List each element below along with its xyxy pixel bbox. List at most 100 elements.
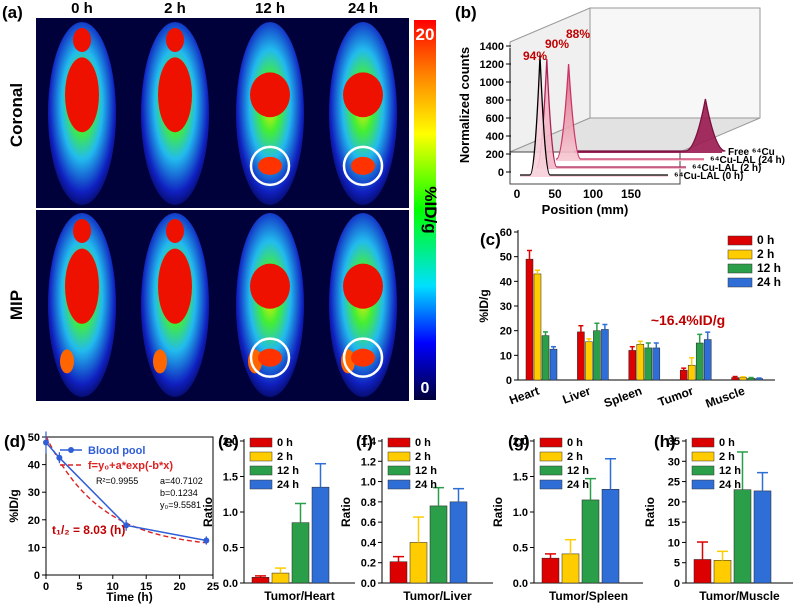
time-label: 24 h xyxy=(348,0,378,17)
xlabel: Tumor/Spleen xyxy=(549,589,628,603)
legend-swatch xyxy=(539,451,563,462)
ytick-label: 50 xyxy=(28,432,40,444)
tumor-circle-marker xyxy=(249,145,291,187)
trace-fill xyxy=(520,55,668,177)
ytick-label: 10 xyxy=(500,350,512,362)
xtick-label: 150 xyxy=(621,187,641,201)
bar xyxy=(541,335,550,381)
ratio-chart-e: (e) 0.0 0.5 1.0 1.5 2.0 Ratio Tumor/Heart 0 h 2 h… xyxy=(201,432,355,603)
bladder-hotspot xyxy=(153,349,167,374)
bar xyxy=(644,347,653,381)
ytick-label: 1200 xyxy=(480,59,504,71)
ytick-label: 2.0 xyxy=(513,436,528,448)
bar xyxy=(577,331,585,381)
xtick-label: 20 xyxy=(173,581,185,593)
legend-swatch xyxy=(727,277,753,288)
bar xyxy=(636,343,645,381)
bar xyxy=(601,489,620,584)
trace-fill xyxy=(536,59,686,169)
fit-b: b=0.1234 xyxy=(160,488,198,498)
colorbar-max: 20 xyxy=(416,25,435,44)
ytick-label: 0.4 xyxy=(361,537,377,549)
ratio-chart-h: (h) 0 5 10 15 20 25 30 35 Ratio Tumor/Muscle 0 h 2 h… xyxy=(643,432,793,603)
ytick-label: 0.0 xyxy=(361,578,376,590)
ytick-label: 800 xyxy=(486,95,504,107)
ytick-label: 1.4 xyxy=(361,436,377,448)
pet-image-grid: 0 h 2 h 12 h 24 h xyxy=(48,0,397,397)
ytick-label: 1.2 xyxy=(361,456,376,468)
ytick-label: 1.0 xyxy=(513,507,528,519)
trace-fill xyxy=(574,99,726,153)
organ-hotspot xyxy=(343,263,383,309)
legend-label: 12 h xyxy=(719,465,741,477)
panel-d-letter: (d) xyxy=(4,432,26,451)
biodistribution-chart: (c) 0 10 20 30 40 50 60 %ID/g Heart Liver Spleen Tum… xyxy=(477,227,781,411)
bar xyxy=(652,347,661,381)
bar xyxy=(747,378,755,381)
ylabel: Normalized counts xyxy=(457,47,472,163)
bar xyxy=(409,542,428,584)
tumor-hotspot xyxy=(258,156,282,175)
ytick-label: 60 xyxy=(500,227,512,239)
ytick-label: 30 xyxy=(28,487,40,499)
chromatogram-trace xyxy=(574,98,726,152)
xlabel: Tumor/Liver xyxy=(403,589,472,603)
row-label-coronal: Coronal xyxy=(7,83,26,147)
ytick-label: 20 xyxy=(28,515,40,527)
xlabel: Tumor/Muscle xyxy=(699,589,780,603)
legend-label: 24 h xyxy=(757,275,781,289)
colorbar-unit: %ID/g xyxy=(421,186,440,233)
data-point xyxy=(123,522,130,529)
xtick-label: 25 xyxy=(207,581,219,593)
ylabel: Ratio xyxy=(339,497,353,527)
legend-swatch xyxy=(539,465,563,476)
legend-swatch xyxy=(387,437,411,448)
xtick-label: 5 xyxy=(76,581,82,593)
legend-swatch xyxy=(249,479,273,490)
legend-swatch xyxy=(727,263,753,274)
legend-label: 12 h xyxy=(415,465,437,477)
xtick-label: 15 xyxy=(140,581,152,593)
colorbar xyxy=(414,20,436,400)
ytick-label: 400 xyxy=(486,131,504,143)
ytick-label: 10 xyxy=(28,542,40,554)
organ-hotspot xyxy=(343,72,383,118)
category-label: Liver xyxy=(561,384,593,407)
bar xyxy=(449,501,468,584)
ytick-label: 40 xyxy=(28,460,40,472)
tumor-circle-marker xyxy=(342,337,384,378)
legend-swatch xyxy=(387,479,411,490)
bar xyxy=(389,561,408,584)
data-point xyxy=(43,439,49,446)
category-label: Heart xyxy=(507,384,541,408)
bar xyxy=(733,489,752,584)
ytick-label: 2.0 xyxy=(223,436,238,448)
xlabel: Tumor/Heart xyxy=(264,589,334,603)
legend-swatch xyxy=(387,451,411,462)
legend-swatch xyxy=(539,479,563,490)
tumor-circle-marker xyxy=(249,337,291,378)
peak-percent-label: 94% xyxy=(523,49,547,63)
legend-marker xyxy=(68,447,74,453)
bar xyxy=(687,364,696,381)
ytick-label: 1000 xyxy=(480,77,504,89)
legend-swatch xyxy=(691,451,715,462)
panel-b-letter: (b) xyxy=(455,3,477,22)
legend-swatch xyxy=(539,437,563,448)
legend-swatch xyxy=(727,235,753,246)
ytick-label: 40 xyxy=(500,276,512,288)
trace-label: Free ⁶⁴Cu xyxy=(728,147,775,158)
ytick-label: 1.0 xyxy=(361,477,376,489)
ytick-label: 20 xyxy=(668,497,680,509)
bar xyxy=(549,348,558,381)
trace-label: ⁶⁴Cu-LAL (2 h) xyxy=(692,163,761,174)
bar xyxy=(753,490,772,584)
legend-label: 12 h xyxy=(757,261,781,275)
legend-label: 2 h xyxy=(277,451,293,463)
bar xyxy=(251,577,270,584)
legend-label: 24 h xyxy=(277,479,299,491)
bar xyxy=(525,258,534,381)
bar xyxy=(739,377,747,381)
bladder-hotspot xyxy=(60,349,74,374)
